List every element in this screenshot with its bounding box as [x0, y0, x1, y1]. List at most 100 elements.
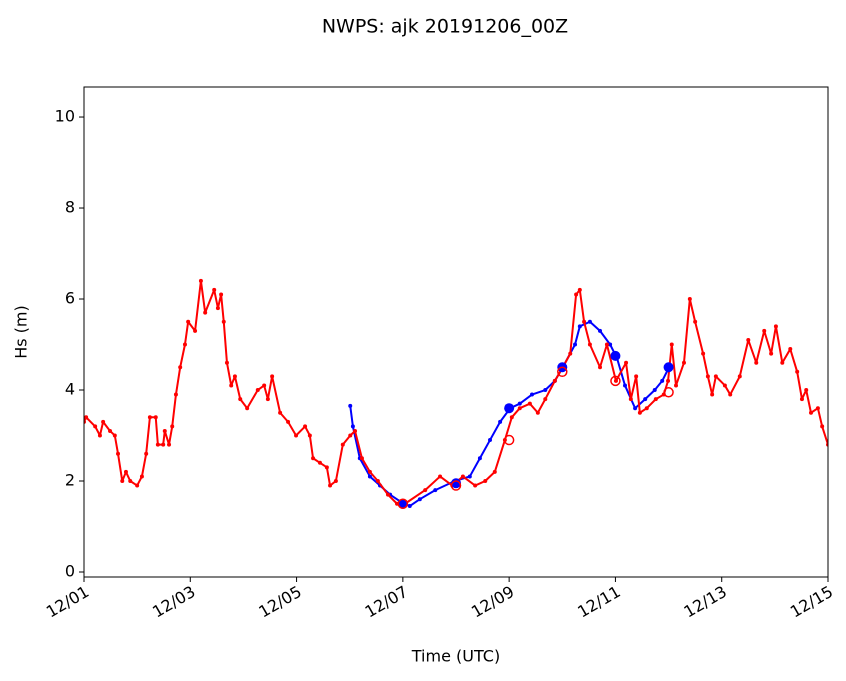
data-point: [652, 388, 657, 393]
data-point: [608, 342, 613, 347]
data-point: [557, 366, 568, 378]
data-point: [610, 350, 621, 361]
data-point: [693, 319, 698, 324]
data-point: [438, 474, 443, 479]
data-point: [644, 406, 649, 411]
x-tick-label: 12/11: [574, 582, 623, 622]
data-point: [574, 292, 579, 297]
y-tick-label: 4: [65, 380, 75, 399]
data-point: [568, 351, 573, 356]
data-point: [598, 365, 603, 370]
data-point: [367, 469, 372, 474]
data-point: [407, 504, 412, 509]
data-point: [663, 362, 674, 373]
series-line: [84, 279, 828, 505]
y-axis-label: Hs (m): [12, 305, 31, 359]
data-point: [186, 319, 191, 324]
data-point: [628, 397, 633, 402]
data-point: [517, 406, 522, 411]
data-point: [660, 378, 665, 383]
data-point: [215, 306, 220, 311]
data-point: [162, 428, 167, 433]
data-point: [139, 474, 144, 479]
data-point: [705, 374, 710, 379]
data-point: [582, 319, 587, 324]
y-tick-label: 10: [55, 107, 75, 126]
data-point: [294, 433, 299, 438]
data-point: [433, 488, 438, 493]
data-point: [367, 474, 372, 479]
data-point: [713, 374, 718, 379]
data-point: [773, 324, 778, 329]
data-point: [701, 351, 706, 356]
data-point: [255, 388, 260, 393]
data-point: [245, 406, 250, 411]
data-point: [348, 433, 353, 438]
data-point: [97, 433, 102, 438]
data-point: [333, 479, 338, 484]
data-point: [477, 456, 482, 461]
data-point: [84, 415, 89, 420]
data-point: [212, 287, 217, 292]
data-point: [286, 419, 291, 424]
data-point: [467, 474, 472, 479]
y-tick-label: 8: [65, 198, 75, 217]
data-point: [737, 374, 742, 379]
data-point: [170, 424, 175, 429]
data-point: [529, 392, 534, 397]
data-point: [535, 410, 540, 415]
data-point: [108, 428, 113, 433]
data-point: [598, 328, 603, 333]
data-point: [604, 342, 609, 347]
data-point: [746, 337, 751, 342]
data-point: [123, 469, 128, 474]
y-tick-label: 6: [65, 289, 75, 308]
data-point: [161, 442, 166, 447]
data-point: [643, 397, 648, 402]
data-point: [573, 342, 578, 347]
data-point: [203, 310, 208, 315]
y-tick-label: 2: [65, 471, 75, 490]
data-point: [687, 297, 692, 302]
data-point: [795, 369, 800, 374]
data-point: [219, 292, 224, 297]
data-point: [577, 287, 582, 292]
data-point: [762, 328, 767, 333]
data-point: [397, 498, 408, 509]
data-point: [178, 365, 183, 370]
data-point: [101, 419, 106, 424]
data-point: [221, 319, 226, 324]
data-point: [634, 374, 639, 379]
data-point: [799, 397, 804, 402]
data-point: [229, 383, 234, 388]
data-point: [710, 392, 715, 397]
data-point: [780, 360, 785, 365]
data-point: [135, 483, 140, 488]
data-point: [328, 483, 333, 488]
data-point: [307, 433, 312, 438]
data-point: [669, 342, 674, 347]
data-point: [270, 374, 275, 379]
x-tick-label: 12/03: [149, 582, 198, 622]
data-point: [317, 460, 322, 465]
data-point: [509, 415, 514, 420]
x-tick-label: 12/05: [255, 582, 304, 622]
data-point: [116, 451, 121, 456]
data-point: [324, 465, 329, 470]
data-point: [238, 397, 243, 402]
data-point: [804, 388, 809, 393]
data-point: [173, 392, 178, 397]
data-point: [353, 428, 358, 433]
data-point: [193, 328, 198, 333]
x-tick-label: 12/09: [468, 582, 517, 622]
data-point: [503, 434, 515, 446]
data-point: [144, 451, 149, 456]
data-point: [788, 347, 793, 352]
data-point: [681, 360, 686, 365]
data-point: [473, 483, 478, 488]
data-point: [93, 424, 98, 429]
data-point: [653, 397, 658, 402]
data-point: [808, 410, 813, 415]
data-point: [397, 498, 409, 510]
data-point: [552, 378, 557, 383]
